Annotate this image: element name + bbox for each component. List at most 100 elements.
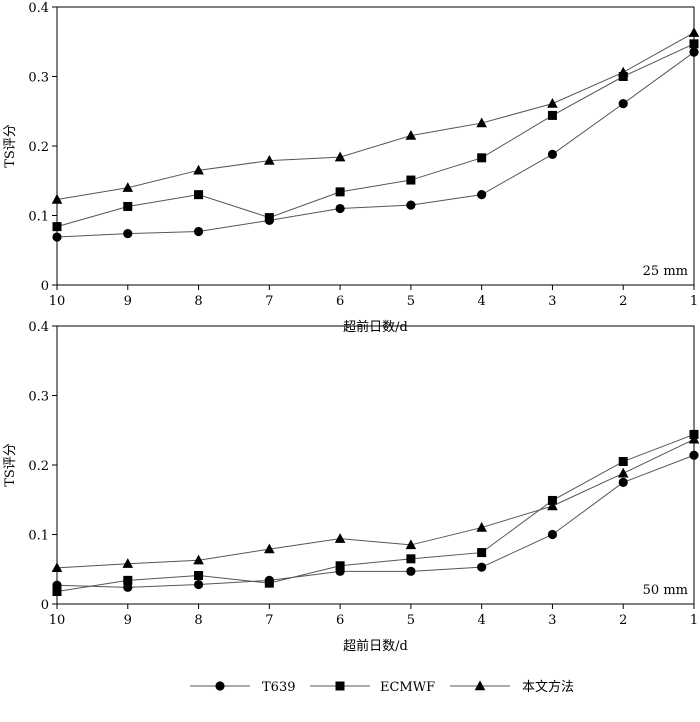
data-point-triangle — [405, 539, 417, 550]
series-line-T639 — [56, 454, 695, 588]
data-point-circle — [123, 228, 133, 239]
x-axis-title: 超前日数/d — [343, 319, 408, 335]
legend-label: 本文方法 — [522, 679, 574, 695]
panel-annotation: 50 mm — [643, 583, 688, 598]
x-tick-label: 8 — [194, 294, 202, 309]
y-tick-label: 0.2 — [28, 140, 49, 155]
legend-item: ECMWF — [310, 680, 435, 695]
data-point-triangle — [264, 154, 275, 165]
y-tick-label: 0.3 — [28, 71, 49, 86]
x-tick-label: 1 — [690, 613, 698, 628]
data-point-triangle — [51, 193, 63, 204]
data-point-square — [123, 575, 133, 585]
x-tick-label: 2 — [619, 613, 627, 628]
x-tick-label: 5 — [407, 613, 415, 628]
data-point-triangle — [193, 554, 204, 565]
y-tick-label: 0.4 — [28, 1, 49, 16]
data-point-square — [264, 578, 274, 588]
x-tick-label: 10 — [49, 294, 66, 309]
y-tick-label: 0.4 — [28, 320, 49, 335]
data-point-square — [406, 554, 416, 564]
x-tick-label: 9 — [124, 613, 132, 628]
legend-marker-square — [335, 681, 345, 691]
series-line-ECMWF — [56, 43, 695, 228]
x-tick-label: 7 — [265, 613, 273, 628]
data-point-triangle — [122, 558, 134, 568]
x-tick-label: 6 — [336, 294, 344, 309]
y-tick-label: 0 — [41, 279, 49, 294]
data-point-square — [689, 39, 699, 49]
y-tick-label: 0.2 — [28, 459, 49, 474]
x-tick-label: 7 — [265, 294, 273, 309]
legend: T639 ECMWF 本文方法 — [190, 679, 574, 695]
x-tick-label: 6 — [336, 613, 344, 628]
series-line-本文方法 — [56, 438, 695, 569]
data-point-triangle — [547, 98, 558, 108]
data-point-circle — [477, 190, 487, 200]
legend-item: T639 — [190, 680, 295, 695]
data-point-circle — [52, 232, 62, 242]
y-axis-title: TS评分 — [3, 443, 18, 487]
x-tick-label: 5 — [407, 294, 415, 309]
data-point-square — [123, 201, 133, 211]
x-tick-label: 9 — [124, 294, 132, 309]
x-axis-title: 超前日数/d — [343, 638, 408, 654]
data-point-square — [618, 457, 628, 467]
data-point-triangle — [688, 27, 700, 37]
data-point-square — [477, 153, 487, 163]
data-point-circle — [193, 579, 204, 590]
data-point-square — [335, 187, 345, 197]
data-point-circle — [547, 529, 558, 540]
data-point-square — [406, 175, 416, 185]
legend-label: T639 — [262, 680, 295, 695]
data-point-triangle — [476, 117, 487, 128]
data-point-triangle — [547, 500, 558, 511]
series-line-ECMWF — [56, 433, 695, 592]
data-point-circle — [193, 226, 204, 237]
x-tick-label: 10 — [49, 613, 66, 628]
data-point-square — [264, 213, 274, 223]
data-point-triangle — [122, 182, 134, 192]
data-point-triangle — [405, 129, 417, 140]
data-point-square — [52, 586, 62, 596]
y-tick-label: 0.3 — [28, 390, 49, 405]
data-point-circle — [335, 203, 345, 214]
x-tick-label: 3 — [548, 294, 556, 309]
data-point-circle — [689, 450, 699, 460]
data-point-circle — [618, 99, 628, 109]
y-tick-label: 0 — [41, 598, 49, 613]
legend-marker-circle — [215, 681, 225, 691]
data-point-triangle — [617, 467, 629, 478]
data-point-square — [194, 571, 204, 581]
x-tick-label: 1 — [690, 294, 698, 309]
data-point-square — [335, 561, 345, 571]
legend-item: 本文方法 — [450, 679, 574, 695]
data-point-triangle — [334, 151, 346, 162]
data-point-triangle — [193, 164, 204, 175]
x-tick-label: 4 — [478, 613, 486, 628]
series-line-T639 — [56, 51, 695, 238]
legend-label: ECMWF — [380, 680, 435, 695]
data-point-circle — [689, 47, 699, 57]
y-axis-title: TS评分 — [3, 124, 18, 168]
x-tick-label: 3 — [548, 613, 556, 628]
data-point-circle — [406, 566, 416, 576]
x-tick-label: 4 — [478, 294, 486, 309]
y-tick-label: 0.1 — [28, 210, 49, 225]
data-point-square — [477, 548, 487, 558]
data-point-triangle — [476, 521, 487, 532]
data-point-triangle — [617, 66, 629, 77]
panel-annotation: 25 mm — [643, 264, 688, 279]
chart-panel-2: 0 0.1 0.2 0.3 0.4 10 9 8 7 6 5 4 3 2 1 超前日数/d TS评分 50 mm — [3, 320, 700, 654]
data-point-triangle — [688, 433, 700, 444]
data-point-circle — [406, 200, 416, 210]
y-tick-label: 0.1 — [28, 529, 49, 544]
data-point-circle — [477, 562, 487, 572]
x-tick-label: 2 — [619, 294, 627, 309]
x-tick-label: 8 — [194, 613, 202, 628]
data-point-circle — [547, 149, 558, 159]
legend-marker-triangle — [474, 680, 486, 691]
data-point-triangle — [264, 543, 275, 554]
